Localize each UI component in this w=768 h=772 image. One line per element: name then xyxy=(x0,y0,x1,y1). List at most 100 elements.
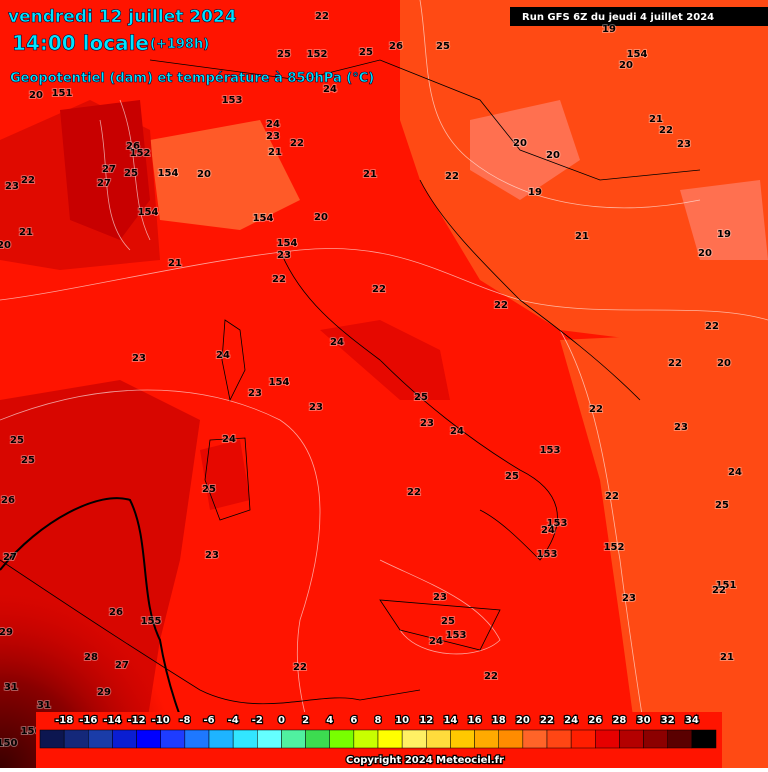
map-label: 154 xyxy=(277,238,298,249)
date-title: vendredi 12 juillet 2024 xyxy=(8,7,237,27)
scale-swatch xyxy=(546,729,572,749)
map-label: 21 xyxy=(363,169,377,180)
scale-label: -14 xyxy=(103,715,121,726)
map-label: 153 xyxy=(540,445,561,456)
scale-label: 24 xyxy=(564,715,578,726)
map-label: 23 xyxy=(433,592,447,603)
map-label: 26 xyxy=(109,607,123,618)
scale-swatch xyxy=(619,729,644,749)
map-label: 153 xyxy=(446,630,467,641)
scale-swatch xyxy=(257,729,282,749)
lead-time: (+198h) xyxy=(150,37,209,52)
map-label: 20 xyxy=(197,169,211,180)
scale-label: 10 xyxy=(395,715,409,726)
map-label: 24 xyxy=(216,350,230,361)
map-label: 27 xyxy=(97,178,111,189)
map-label: 22 xyxy=(407,487,421,498)
scale-swatch xyxy=(112,729,137,749)
map-label: 22 xyxy=(293,662,307,673)
scale-swatch xyxy=(208,729,234,749)
map-label: 20 xyxy=(314,212,328,223)
map-label: 25 xyxy=(414,392,428,403)
run-info: Run GFS 6Z du jeudi 4 juillet 2024 xyxy=(522,12,714,23)
map-label: 22 xyxy=(659,125,673,136)
map-label: 22 xyxy=(272,274,286,285)
scale-swatch xyxy=(63,729,89,749)
map-label: 26 xyxy=(1,495,15,506)
map-label: 23 xyxy=(5,181,19,192)
map-label: 152 xyxy=(307,49,328,60)
copyright: Copyright 2024 Meteociel.fr xyxy=(346,755,504,766)
map-label: 152 xyxy=(604,542,625,553)
scale-swatch xyxy=(498,729,524,749)
map-label: 21 xyxy=(168,258,182,269)
map-label: 28 xyxy=(84,652,98,663)
map-label: 25 xyxy=(359,47,373,58)
map-label: 23 xyxy=(622,593,636,604)
map-label: 24 xyxy=(222,434,236,445)
scale-label: -18 xyxy=(55,715,73,726)
map-label: 27 xyxy=(115,660,129,671)
scale-swatch xyxy=(329,729,355,749)
scale-label: 0 xyxy=(278,715,285,726)
map-label: 153 xyxy=(537,549,558,560)
map-label: 24 xyxy=(728,467,742,478)
scale-label: 2 xyxy=(302,715,309,726)
scale-swatch xyxy=(305,729,330,749)
map-label: 22 xyxy=(315,11,329,22)
scale-swatch xyxy=(184,729,210,749)
scale-label: -12 xyxy=(128,715,146,726)
run-banner xyxy=(510,7,768,26)
map-label: 151 xyxy=(716,580,737,591)
scale-swatch xyxy=(474,729,499,749)
scale-swatch xyxy=(232,729,258,749)
scale-swatch xyxy=(377,729,403,749)
map-label: 24 xyxy=(450,426,464,437)
map-label: 23 xyxy=(266,131,280,142)
map-label: 25 xyxy=(202,484,216,495)
scale-swatch xyxy=(595,729,620,749)
map-label: 153 xyxy=(222,95,243,106)
scale-label: 4 xyxy=(326,715,333,726)
map-label: 27 xyxy=(3,552,17,563)
map-label: 23 xyxy=(309,402,323,413)
map-label: 154 xyxy=(158,168,179,179)
map-label: 20 xyxy=(619,60,633,71)
map-label: 25 xyxy=(505,471,519,482)
map-label: 22 xyxy=(605,491,619,502)
map-label: 153 xyxy=(547,518,568,529)
scale-label: 28 xyxy=(612,715,626,726)
scale-label: 32 xyxy=(661,715,675,726)
map-label: 151 xyxy=(52,88,73,99)
map-label: 27 xyxy=(102,164,116,175)
scale-swatch xyxy=(353,729,379,749)
map-label: 25 xyxy=(124,168,138,179)
map-label: 20 xyxy=(513,138,527,149)
map-label: 152 xyxy=(130,148,151,159)
scale-swatch xyxy=(160,729,186,749)
scale-swatch xyxy=(643,729,668,749)
map-label: 25 xyxy=(715,500,729,511)
scale-swatch xyxy=(401,729,427,749)
scale-label: -16 xyxy=(79,715,97,726)
map-label: 23 xyxy=(132,353,146,364)
map-label: 19 xyxy=(717,229,731,240)
map-label: 26 xyxy=(126,141,140,152)
scale-label: 6 xyxy=(350,715,357,726)
map-label: 25 xyxy=(277,49,291,60)
map-label: 21 xyxy=(649,114,663,125)
map-label: 22 xyxy=(21,175,35,186)
map-label: 25 xyxy=(21,455,35,466)
scale-swatch xyxy=(136,729,161,749)
map-label: 29 xyxy=(97,687,111,698)
map-label: 23 xyxy=(248,388,262,399)
scale-swatch xyxy=(522,729,548,749)
scale-label: -4 xyxy=(228,715,239,726)
scale-label: 16 xyxy=(468,715,482,726)
map-label: 21 xyxy=(720,652,734,663)
map-label: 22 xyxy=(494,300,508,311)
scale-label: 20 xyxy=(516,715,530,726)
map-label: 21 xyxy=(575,231,589,242)
